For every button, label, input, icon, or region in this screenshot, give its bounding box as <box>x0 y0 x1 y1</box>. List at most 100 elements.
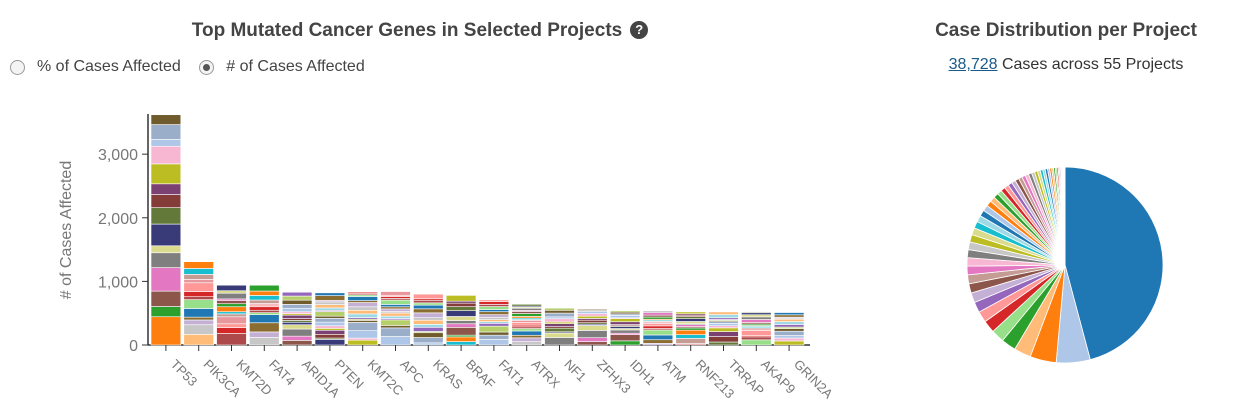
bar-segment[interactable] <box>183 296 214 300</box>
bar-segment[interactable] <box>314 339 346 346</box>
bar-segment[interactable] <box>216 323 247 328</box>
bar-segment[interactable] <box>347 309 378 315</box>
bar-segment[interactable] <box>150 267 182 292</box>
bar-segment[interactable] <box>445 327 477 336</box>
bar-segment[interactable] <box>380 312 411 317</box>
bar-segment[interactable] <box>314 295 346 301</box>
bar-segment[interactable] <box>773 321 805 325</box>
bar-segment[interactable] <box>183 279 214 284</box>
bar-segment[interactable] <box>741 330 772 337</box>
bar-segment[interactable] <box>314 307 346 311</box>
bar-segment[interactable] <box>281 307 313 313</box>
bar-segment[interactable] <box>216 316 247 325</box>
bar-segment[interactable] <box>478 299 510 302</box>
bar-segment[interactable] <box>347 302 378 308</box>
bar-segment[interactable] <box>314 304 346 309</box>
bar-segment[interactable] <box>380 308 411 312</box>
bar-segment[interactable] <box>773 340 805 346</box>
bar-segment[interactable] <box>150 245 182 254</box>
bar-segment[interactable] <box>708 314 739 319</box>
bar-segment[interactable] <box>511 337 542 342</box>
bar-segment[interactable] <box>741 311 772 314</box>
bar-fat4[interactable] <box>249 284 280 346</box>
bar-segment[interactable] <box>708 331 739 337</box>
bar-segment[interactable] <box>347 291 378 294</box>
bar-segment[interactable] <box>511 311 542 314</box>
bar-segment[interactable] <box>478 325 510 333</box>
bar-segment[interactable] <box>773 318 805 322</box>
bar-segment[interactable] <box>281 340 313 346</box>
bar-segment[interactable] <box>708 341 739 346</box>
bar-segment[interactable] <box>216 333 247 346</box>
bar-segment[interactable] <box>183 282 214 292</box>
bar-segment[interactable] <box>445 310 477 317</box>
bar-segment[interactable] <box>478 334 510 340</box>
bar-segment[interactable] <box>216 306 247 313</box>
bar-segment[interactable] <box>347 337 378 341</box>
bar-segment[interactable] <box>445 323 477 328</box>
bar-segment[interactable] <box>577 341 608 346</box>
bar-segment[interactable] <box>314 315 346 319</box>
bar-segment[interactable] <box>150 163 182 185</box>
bar-segment[interactable] <box>773 324 805 328</box>
bar-braf[interactable] <box>445 295 477 346</box>
bar-segment[interactable] <box>150 114 182 125</box>
bar-segment[interactable] <box>183 308 214 318</box>
bar-segment[interactable] <box>544 332 575 338</box>
bar-segment[interactable] <box>249 284 280 292</box>
bar-segment[interactable] <box>478 304 510 307</box>
bar-segment[interactable] <box>511 330 542 336</box>
bar-segment[interactable] <box>281 324 313 330</box>
bar-segment[interactable] <box>413 327 444 332</box>
bar-segment[interactable] <box>642 325 674 329</box>
bar-segment[interactable] <box>150 145 182 165</box>
bar-segment[interactable] <box>675 318 706 322</box>
bar-segment[interactable] <box>380 315 411 319</box>
bar-segment[interactable] <box>708 323 739 327</box>
bar-tp53[interactable] <box>150 114 182 346</box>
bar-segment[interactable] <box>642 334 674 341</box>
bar-segment[interactable] <box>445 320 477 325</box>
bar-segment[interactable] <box>249 309 280 313</box>
bar-segment[interactable] <box>773 330 805 336</box>
bar-segment[interactable] <box>741 314 772 318</box>
bar-segment[interactable] <box>544 318 575 323</box>
bar-segment[interactable] <box>577 311 608 314</box>
bar-segment[interactable] <box>511 322 542 326</box>
bar-segment[interactable] <box>511 320 542 323</box>
bar-segment[interactable] <box>183 299 214 309</box>
bar-segment[interactable] <box>708 327 739 332</box>
bar-akap9[interactable] <box>741 311 772 346</box>
bar-segment[interactable] <box>478 301 510 305</box>
bar-segment[interactable] <box>708 336 739 343</box>
bar-segment[interactable] <box>150 290 182 307</box>
bar-segment[interactable] <box>445 302 477 307</box>
bar-segment[interactable] <box>478 339 510 346</box>
bar-segment[interactable] <box>249 331 280 338</box>
radio-percent-cases[interactable]: % of Cases Affected <box>10 58 181 76</box>
radio-count-cases-circle[interactable] <box>199 59 215 75</box>
bar-segment[interactable] <box>413 319 444 325</box>
bar-apc[interactable] <box>380 291 411 346</box>
bar-segment[interactable] <box>347 330 378 339</box>
bar-segment[interactable] <box>741 339 772 346</box>
bar-segment[interactable] <box>183 268 214 275</box>
bar-segment[interactable] <box>642 310 674 313</box>
case-count-link[interactable]: 38,728 <box>948 56 998 73</box>
bar-segment[interactable] <box>741 336 772 341</box>
bar-segment[interactable] <box>216 311 247 315</box>
bar-segment[interactable] <box>609 318 641 323</box>
bar-segment[interactable] <box>741 319 772 323</box>
bar-atrx[interactable] <box>511 303 542 346</box>
bar-segment[interactable] <box>249 312 280 316</box>
bar-segment[interactable] <box>675 329 706 335</box>
bar-arid1a[interactable] <box>281 291 313 346</box>
bar-segment[interactable] <box>773 314 805 318</box>
bar-zfhx3[interactable] <box>577 309 608 346</box>
pie-slice[interactable] <box>1064 166 1164 361</box>
bar-segment[interactable] <box>281 291 313 297</box>
bar-segment[interactable] <box>478 316 510 320</box>
bar-segment[interactable] <box>380 325 411 329</box>
bar-segment[interactable] <box>314 292 346 296</box>
bar-segment[interactable] <box>511 334 542 339</box>
